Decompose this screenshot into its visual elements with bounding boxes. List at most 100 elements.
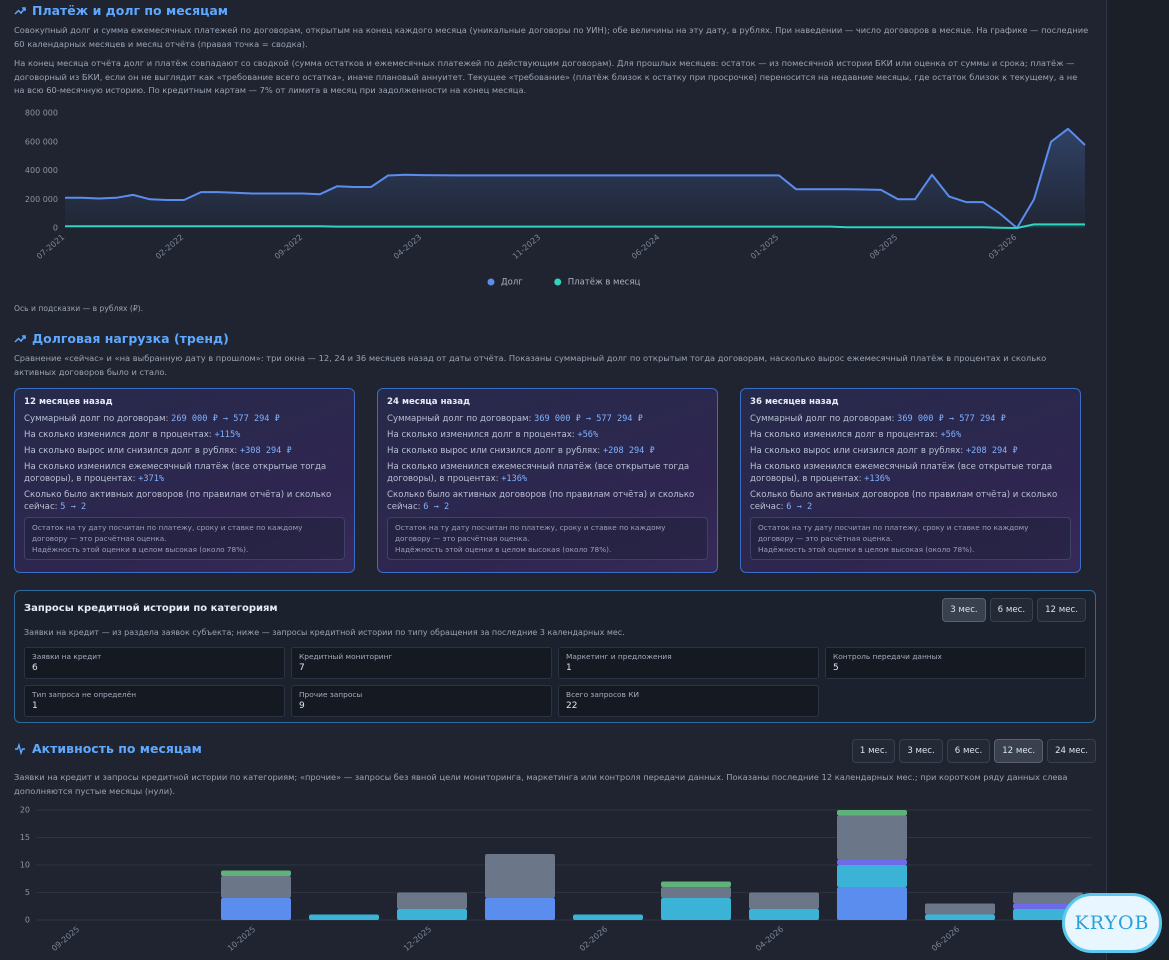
row-value: +208 294 ₽ bbox=[965, 446, 1018, 456]
card-title: 36 месяцев назад bbox=[750, 397, 839, 407]
bar-segment bbox=[397, 909, 467, 920]
bar-segment bbox=[1013, 892, 1083, 904]
tile-value: 9 bbox=[299, 701, 305, 711]
bar-segment bbox=[837, 810, 907, 816]
y-tick-label: 0 bbox=[53, 224, 58, 233]
row-value: +308 294 ₽ bbox=[239, 446, 292, 456]
y-tick-label: 15 bbox=[20, 833, 30, 842]
x-tick-label: 10-2025 bbox=[226, 925, 257, 953]
row-value: +56% bbox=[577, 430, 599, 440]
period-button[interactable]: 6 мес. bbox=[989, 598, 1034, 622]
description: Совокупный долг и сумма ежемесячных плат… bbox=[14, 25, 1089, 49]
row-value: +208 294 ₽ bbox=[602, 446, 655, 456]
row-value: 6 → 2 bbox=[786, 502, 813, 512]
row-label: Суммарный долг по договорам: bbox=[24, 414, 169, 424]
description: Заявки на кредит и запросы кредитной ист… bbox=[14, 772, 1068, 796]
period-button[interactable]: 1 мес. bbox=[851, 739, 896, 763]
note-line: Надёжность этой оценки в целом высокая (… bbox=[758, 545, 975, 554]
stat-tile: Заявки на кредит 6 bbox=[24, 647, 285, 679]
x-tick-label: 04-2023 bbox=[392, 233, 423, 261]
bar-segment bbox=[485, 898, 555, 920]
section-title: Долговая нагрузка (тренд) bbox=[32, 331, 229, 346]
row-value: +136% bbox=[501, 474, 528, 484]
tile-label: Контроль передачи данных bbox=[833, 652, 942, 661]
card-row: Суммарный долг по договорам: 369 000 ₽ →… bbox=[387, 413, 708, 425]
series-area bbox=[65, 128, 1085, 228]
y-tick-label: 20 bbox=[20, 806, 30, 815]
row-label: На сколько изменился ежемесячный платёж … bbox=[750, 462, 1053, 484]
tile-label: Всего запросов КИ bbox=[566, 690, 640, 699]
row-label: На сколько изменился ежемесячный платёж … bbox=[24, 462, 327, 484]
y-tick-label: 5 bbox=[25, 888, 30, 897]
bar-segment bbox=[661, 887, 731, 898]
series-line bbox=[65, 223, 1085, 229]
panel-title: Запросы кредитной истории по категориям bbox=[24, 603, 278, 614]
series-line bbox=[65, 127, 1086, 229]
row-value: 269 000 ₽ → 577 294 ₽ bbox=[171, 414, 280, 424]
row-label: На сколько изменился долг в процентах: bbox=[387, 430, 575, 440]
row-value: +115% bbox=[214, 430, 241, 440]
row-label: Суммарный долг по договорам: bbox=[387, 414, 532, 424]
card-note: Остаток на ту дату посчитан по платежу, … bbox=[387, 517, 708, 560]
x-tick-label: 04-2026 bbox=[754, 925, 785, 953]
card-row: На сколько вырос или снизился долг в руб… bbox=[24, 445, 345, 457]
card-row: Сколько было активных договоров (по прав… bbox=[387, 489, 708, 513]
note-line: Надёжность этой оценки в целом высокая (… bbox=[395, 545, 612, 554]
row-value: +136% bbox=[864, 474, 891, 484]
period-button[interactable]: 3 мес. bbox=[899, 739, 943, 763]
row-label: На сколько вырос или снизился долг в руб… bbox=[750, 446, 964, 456]
bar-segment bbox=[749, 892, 819, 909]
note-line: Надёжность этой оценки в целом высокая (… bbox=[32, 545, 249, 554]
stat-tile: Всего запросов КИ 22 bbox=[558, 685, 819, 717]
x-tick-label: 02-2026 bbox=[578, 925, 609, 953]
card-note: Остаток на ту дату посчитан по платежу, … bbox=[24, 517, 345, 560]
legend-marker bbox=[554, 278, 562, 286]
section-header: Платёж и долг по месяцам bbox=[14, 3, 228, 18]
section-header: Активность по месяцам bbox=[14, 741, 202, 756]
card-row: На сколько изменился долг в процентах: +… bbox=[24, 429, 345, 441]
x-tick-label: 08-2025 bbox=[868, 233, 899, 261]
stat-tile: Тип запроса не определён 1 bbox=[24, 685, 285, 717]
description: На конец месяца отчёта долг и платёж сов… bbox=[14, 58, 1078, 95]
stat-tile: Контроль передачи данных 5 bbox=[825, 647, 1086, 679]
card-title: 12 месяцев назад bbox=[24, 397, 113, 407]
period-button[interactable]: 12 мес. bbox=[994, 739, 1044, 763]
tile-value: 5 bbox=[833, 663, 839, 673]
trend-card: 12 месяцев назад Суммарный долг по догово… bbox=[14, 388, 355, 573]
row-label: Сколько было активных договоров (по прав… bbox=[750, 490, 1058, 512]
bar-segment bbox=[837, 887, 907, 920]
section-title: Активность по месяцам bbox=[32, 741, 202, 756]
stat-tile: Маркетинг и предложения 1 bbox=[558, 647, 819, 679]
x-tick-label: 06-2024 bbox=[630, 233, 661, 261]
row-value: 6 → 2 bbox=[423, 502, 450, 512]
description: Сравнение «сейчас» и «на выбранную дату … bbox=[14, 353, 1047, 377]
legend-label: Долг bbox=[501, 278, 523, 288]
bar-segment bbox=[837, 865, 907, 887]
section-header: Долговая нагрузка (тренд) bbox=[14, 331, 229, 346]
period-button[interactable]: 3 мес. bbox=[942, 598, 986, 622]
period-buttons: 1 мес. 3 мес. 6 мес. 12 мес. 24 мес. bbox=[851, 739, 1096, 763]
card-title: 24 месяца назад bbox=[387, 397, 471, 407]
dashboard: Платёж и долг по месяцам Совокупный долг… bbox=[14, 0, 1107, 960]
x-tick-label: 07-2021 bbox=[35, 233, 66, 261]
period-button[interactable]: 6 мес. bbox=[946, 739, 991, 763]
note: Ось и подсказки — в рублях (₽). bbox=[14, 304, 144, 313]
x-tick-label: 09-2025 bbox=[50, 925, 81, 953]
trend-card: 36 месяцев назад Суммарный долг по догово… bbox=[740, 388, 1081, 573]
row-label: Сколько было активных договоров (по прав… bbox=[24, 490, 332, 512]
row-label: На сколько изменился долг в процентах: bbox=[750, 430, 938, 440]
bar-segment bbox=[397, 892, 467, 909]
row-value: 5 → 2 bbox=[60, 502, 87, 512]
row-label: На сколько вырос или снизился долг в руб… bbox=[24, 446, 238, 456]
trend-card: 24 месяца назад Суммарный долг по договор… bbox=[377, 388, 718, 573]
bar-segment bbox=[221, 898, 291, 920]
bar-segment bbox=[837, 815, 907, 860]
card-note: Остаток на ту дату посчитан по платежу, … bbox=[750, 517, 1071, 560]
row-label: Суммарный долг по договорам: bbox=[750, 414, 895, 424]
period-button[interactable]: 12 мес. bbox=[1037, 598, 1086, 622]
row-value: +371% bbox=[138, 474, 165, 484]
x-tick-label: 12-2025 bbox=[402, 925, 433, 953]
period-button[interactable]: 24 мес. bbox=[1047, 739, 1096, 763]
bar-segment bbox=[309, 914, 379, 920]
card-row: На сколько вырос или снизился долг в руб… bbox=[750, 445, 1071, 457]
